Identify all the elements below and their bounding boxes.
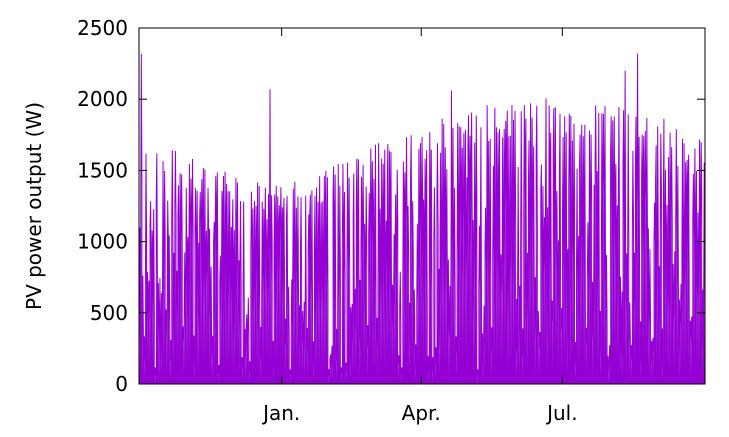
x-tick-label: Apr.	[402, 401, 441, 425]
y-axis-label: PV power output (W)	[22, 102, 46, 310]
axes: 0 500 1000 1500 2000 2500 Jan. Apr. Jul.	[77, 16, 706, 425]
y-tick-label: 2000	[77, 87, 128, 111]
y-tick-label: 1000	[77, 230, 128, 254]
plot-border	[138, 27, 706, 385]
series-pv-power-line	[138, 53, 706, 385]
y-tick-label: 0	[115, 372, 128, 396]
x-tick-label: Jan.	[261, 401, 300, 425]
y-tick-label: 500	[90, 301, 128, 325]
plot-area	[138, 53, 706, 385]
y-tick-label: 2500	[77, 16, 128, 40]
y-tick-label: 1500	[77, 158, 128, 182]
x-tick-label: Jul.	[545, 401, 578, 425]
